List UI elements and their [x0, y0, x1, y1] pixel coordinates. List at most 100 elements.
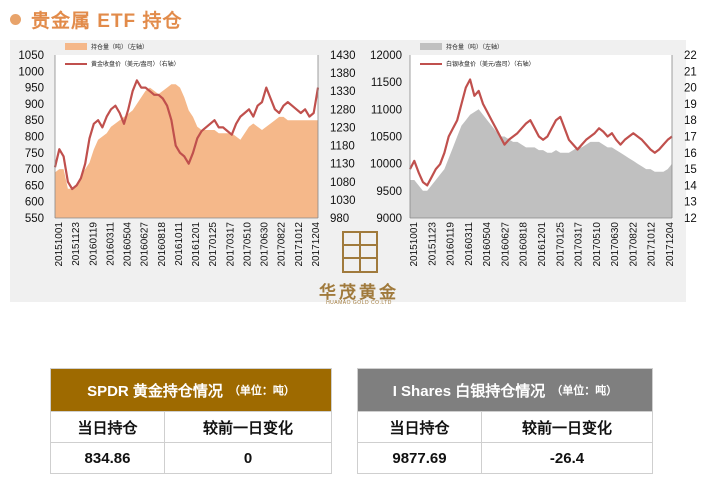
chart1-y-right-tick-0: 12	[684, 213, 697, 225]
ishares-header-row: 当日持仓 较前一日变化	[358, 411, 652, 442]
chart0-y-right-tick-8: 1380	[330, 68, 356, 80]
chart1-x-tick-0: 20151001	[409, 222, 420, 267]
chart1-y-left-tick-3: 10500	[370, 132, 402, 144]
chart0-legend-label-1: 黄金收盘价（美元/盎司）（右轴）	[91, 60, 180, 68]
chart0-x-tick-7: 20161011	[174, 222, 185, 266]
chart1-x-tick-8: 20170125	[555, 222, 566, 267]
chart1-x-tick-3: 20160311	[464, 222, 475, 266]
chart1-y-left-tick-0: 9000	[376, 213, 402, 225]
page-title: 贵金属 ETF 持仓	[10, 6, 182, 32]
chart0-series-0-area	[55, 84, 318, 218]
chart1-x-tick-4: 20160504	[482, 222, 493, 267]
bullet-dot-icon	[10, 13, 21, 25]
chart0-y-left-tick-3: 700	[25, 164, 44, 176]
spdr-header-row: 当日持仓 较前一日变化	[51, 411, 331, 442]
chart0-x-tick-4: 20160504	[123, 222, 134, 267]
chart0-y-left-tick-0: 550	[25, 213, 44, 225]
spdr-holding-value: 834.86	[84, 449, 131, 467]
chart0-y-left-tick-10: 1050	[18, 50, 44, 62]
chart1-y-right-tick-9: 21	[684, 66, 697, 78]
spdr-gold-table: SPDR 黄金持仓情况 （单位：吨） 当日持仓 较前一日变化 834.86 0	[50, 368, 332, 474]
logo-name: 华茂黄金	[319, 283, 399, 302]
chart0-y-right-tick-2: 1080	[330, 177, 356, 189]
chart1-y-right-tick-8: 20	[684, 83, 697, 95]
chart0-x-tick-10: 20170317	[225, 222, 236, 267]
logo-sub: HUAMAO GOLD CO.LTD	[326, 300, 392, 306]
ishares-silver-table: I Shares 白银持仓情况 （单位：吨） 当日持仓 较前一日变化 9877.6…	[357, 368, 653, 474]
chart0-x-tick-1: 20151123	[71, 222, 82, 266]
chart0-x-tick-6: 20160818	[157, 222, 168, 267]
chart1-y-left-tick-2: 10000	[370, 159, 402, 171]
chart0-x-tick-8: 20161201	[191, 222, 202, 267]
chart1-legend-label-1: 白银收盘价（美元/盎司）（右轴）	[446, 60, 535, 68]
chart0-y-left-tick-4: 750	[25, 148, 44, 160]
spdr-change-value: 0	[164, 443, 331, 473]
spdr-col-holding: 当日持仓	[77, 419, 138, 437]
spdr-table-header: SPDR 黄金持仓情况 （单位：吨）	[51, 369, 331, 411]
chart0-x-tick-12: 20170630	[260, 222, 271, 267]
chart1-x-tick-1: 20151123	[427, 222, 438, 266]
chart1-series-1-line	[409, 78, 673, 187]
chart0-y-left-tick-8: 950	[25, 83, 44, 95]
chart0-series-1-line	[53, 79, 320, 191]
chart1-series-0-area	[410, 109, 672, 218]
chart1-legend-swatch-0	[420, 43, 442, 50]
chart0-x-tick-15: 20171204	[311, 222, 322, 267]
chart1-x-tick-9: 20170317	[574, 222, 585, 267]
spdr-col-change: 较前一日变化	[164, 412, 331, 442]
chart1-x-tick-2: 20160119	[446, 222, 457, 266]
chart0-x-tick-2: 20160119	[88, 222, 99, 266]
chart0-y-left-tick-9: 1000	[18, 66, 44, 78]
chart0-y-left-tick-7: 900	[25, 99, 44, 111]
chart0-y-right-tick-3: 1130	[330, 159, 355, 171]
chart1-x-tick-10: 20170510	[592, 222, 603, 267]
chart1-x-tick-6: 20160818	[519, 222, 530, 267]
chart0-y-left-tick-6: 850	[25, 115, 44, 127]
chart1-x-tick-13: 20171012	[647, 222, 658, 267]
chart0-y-right-tick-1: 1030	[330, 195, 356, 207]
chart0-y-right-tick-6: 1280	[330, 104, 356, 116]
chart1-x-tick-14: 20171204	[665, 222, 676, 267]
chart0-x-tick-13: 20170822	[277, 222, 288, 267]
chart1-y-right-tick-2: 14	[684, 180, 697, 192]
chart0-legend-swatch-0	[65, 43, 87, 50]
charts-canvas: 550 600 650 700 750 800 850 900 950 1000 1050 980 10…	[18, 43, 697, 273]
chart1-x-tick-12: 20170822	[628, 222, 639, 267]
chart0-y-right-tick-7: 1330	[330, 86, 356, 98]
chart1-y-right-tick-4: 16	[684, 148, 697, 160]
ishares-col-holding: 当日持仓	[389, 419, 450, 437]
chart0-y-left-tick-5: 800	[25, 132, 44, 144]
ishares-holding-value: 9877.69	[392, 449, 447, 467]
ishares-table-header: I Shares 白银持仓情况 （单位：吨）	[358, 369, 652, 411]
chart0-x-tick-3: 20160311	[105, 222, 116, 266]
chart1-y-right-tick-1: 13	[684, 197, 697, 209]
chart1-legend-label-0: 持仓量（吨）（左轴）	[446, 43, 503, 51]
ishares-value-row: 9877.69 -26.4	[358, 442, 652, 473]
chart0-y-right-tick-9: 1430	[330, 50, 356, 62]
chart1-y-right-tick-10: 22	[684, 50, 697, 62]
chart1-y-right-tick-3: 15	[684, 164, 697, 176]
chart0-x-tick-0: 20151001	[54, 222, 65, 267]
ishares-change-value: -26.4	[481, 443, 652, 473]
chart1-x-tick-7: 20161201	[537, 222, 548, 267]
spdr-value-row: 834.86 0	[51, 442, 331, 473]
chart0-y-left-tick-1: 600	[25, 197, 44, 209]
chart1-x-tick-11: 20170630	[610, 222, 621, 267]
chart1-x-tick-5: 20160627	[500, 222, 511, 267]
chart1-y-right-tick-5: 17	[684, 132, 697, 144]
chart1-y-left-tick-1: 9500	[376, 186, 402, 198]
chart0-legend-label-0: 持仓量（吨）（左轴）	[91, 43, 148, 51]
chart1-y-left-tick-4: 11000	[371, 104, 402, 116]
chart1-y-left-tick-5: 11500	[371, 77, 402, 89]
chart0-y-right-tick-4: 1180	[330, 141, 355, 153]
chart0-y-left-tick-2: 650	[25, 180, 44, 192]
chart1-y-right-tick-7: 19	[684, 99, 697, 111]
chart1-y-left-tick-6: 12000	[370, 50, 402, 62]
chart1-y-right-tick-6: 18	[684, 115, 697, 127]
chart0-x-tick-14: 20171012	[294, 222, 305, 267]
chart0-y-right-tick-0: 980	[330, 213, 349, 225]
chart0-x-tick-5: 20160627	[140, 222, 151, 267]
chart0-x-tick-9: 20170125	[208, 222, 219, 267]
ishares-col-change: 较前一日变化	[481, 412, 652, 442]
chart0-y-right-tick-5: 1230	[330, 122, 356, 134]
